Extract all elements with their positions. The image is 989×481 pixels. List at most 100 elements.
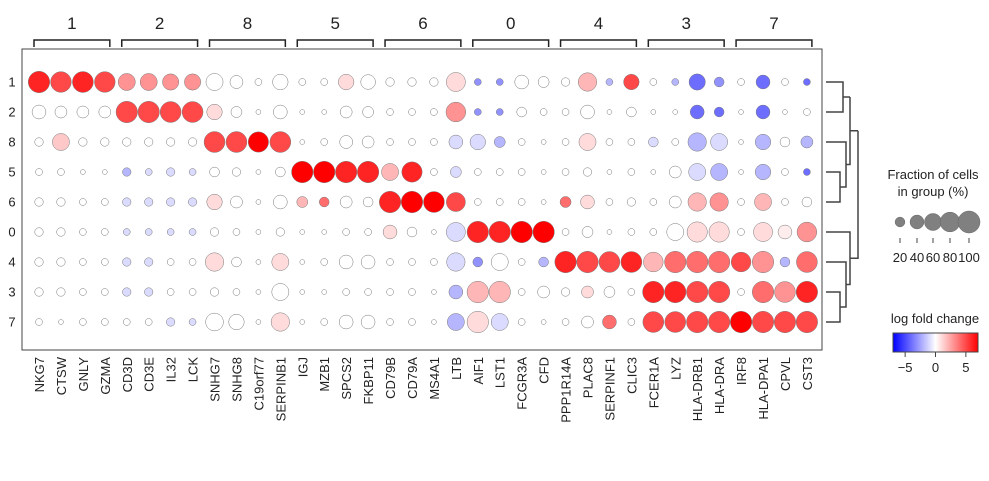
dot — [773, 311, 796, 333]
dot — [231, 167, 241, 177]
dot — [796, 221, 817, 243]
dot — [166, 197, 176, 207]
dot — [144, 257, 154, 267]
dot — [101, 258, 109, 266]
color-legend: log fold change −5 0 5 — [891, 311, 979, 375]
dot — [446, 192, 466, 212]
dot — [561, 228, 570, 236]
dot — [230, 106, 243, 118]
dot — [188, 318, 197, 326]
group-label: 7 — [769, 14, 778, 33]
dot — [648, 136, 659, 148]
dot — [430, 138, 438, 146]
dot — [627, 228, 636, 236]
dendrogram-link — [826, 291, 841, 323]
dot — [94, 71, 116, 93]
dot — [79, 228, 87, 236]
dot — [514, 74, 529, 90]
gene-label: PLAC8 — [581, 357, 596, 398]
dot — [34, 227, 44, 237]
dot — [339, 135, 353, 149]
gene-label: SPCS2 — [339, 357, 354, 400]
dot — [642, 311, 665, 333]
group-brackets: 1 2 8 5 6 0 4 3 7 — [33, 14, 813, 47]
dot — [796, 251, 818, 273]
dot — [488, 221, 511, 243]
dot — [779, 136, 791, 148]
group-label: 3 — [681, 14, 690, 33]
dot — [627, 288, 636, 296]
dot — [122, 287, 132, 297]
dendrogram-link — [826, 261, 847, 308]
dot — [664, 281, 687, 303]
dot — [561, 138, 570, 146]
dot — [737, 228, 745, 236]
dot — [209, 166, 220, 178]
dot — [671, 138, 679, 146]
dot — [123, 228, 131, 236]
dot — [642, 281, 665, 303]
gene-label: HLA-DRA — [712, 357, 727, 414]
dot — [431, 229, 437, 235]
dot — [803, 168, 811, 176]
gene-label: LYZ — [668, 357, 683, 380]
dot — [606, 109, 613, 115]
dot — [166, 317, 176, 327]
dot — [602, 314, 617, 330]
dot — [430, 258, 438, 266]
dot — [466, 221, 489, 243]
dot — [205, 312, 224, 332]
row-label: 4 — [8, 255, 15, 270]
dot — [686, 251, 709, 273]
dot — [342, 288, 350, 296]
dot — [580, 194, 595, 210]
size-legend-tick-label: 60 — [926, 250, 940, 265]
dot — [650, 109, 657, 115]
dot — [561, 108, 570, 116]
dot — [360, 314, 376, 330]
dot — [755, 74, 771, 90]
dot — [231, 256, 242, 268]
dot — [230, 195, 243, 209]
gene-label: HLA-DRB1 — [690, 357, 705, 421]
dot — [580, 104, 595, 120]
dot — [144, 137, 154, 147]
dot — [273, 194, 288, 210]
gene-label: NKG7 — [32, 357, 47, 392]
dot — [320, 258, 328, 266]
dot — [101, 288, 109, 296]
gene-label: CPVL — [778, 357, 793, 391]
dot — [144, 168, 153, 176]
gene-label: LCK — [186, 357, 201, 383]
group-bracket — [208, 39, 287, 47]
dot — [299, 259, 305, 265]
dot — [474, 108, 482, 116]
dot — [777, 224, 793, 240]
row-label: 3 — [8, 285, 15, 300]
dot — [56, 197, 66, 207]
dot — [255, 229, 262, 235]
dot — [554, 251, 577, 273]
dot — [28, 71, 50, 93]
dot — [188, 137, 198, 147]
dot — [79, 198, 87, 206]
dot — [299, 109, 305, 115]
dot — [299, 289, 305, 295]
dot — [782, 109, 788, 115]
color-legend-title: log fold change — [891, 311, 979, 326]
dot — [254, 78, 263, 86]
dot — [664, 311, 686, 333]
dot — [35, 168, 43, 176]
dot — [581, 285, 594, 299]
dot — [730, 311, 753, 333]
dot — [386, 108, 394, 116]
dot — [517, 288, 526, 296]
dot — [603, 286, 616, 298]
dot — [581, 315, 594, 329]
dot — [686, 221, 708, 243]
gene-label: CD79A — [405, 357, 420, 399]
dot — [338, 254, 354, 270]
dot — [627, 168, 636, 176]
dot — [56, 257, 66, 267]
dot — [364, 228, 372, 236]
